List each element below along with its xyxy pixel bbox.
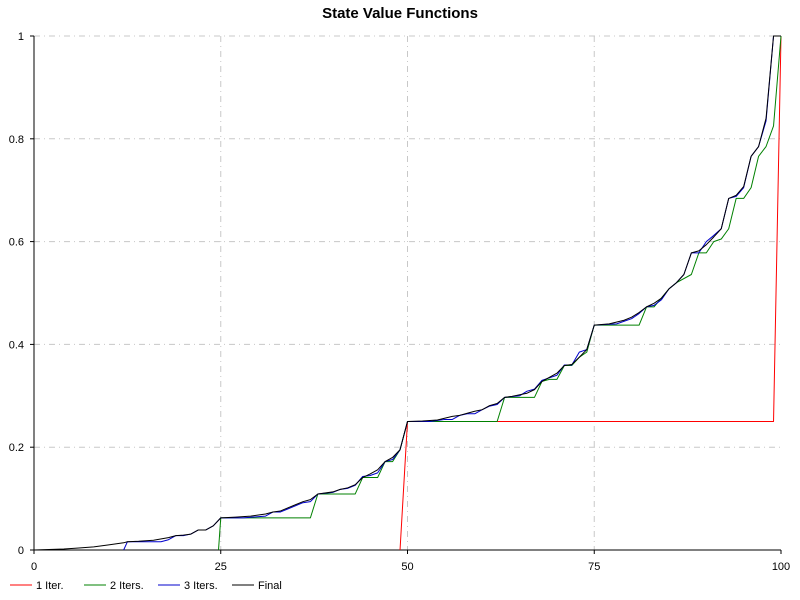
series-line-2-iters: [218, 35, 782, 551]
legend: 1 Iter. 2 Iters. 3 Iters. Final: [10, 580, 282, 592]
y-tick-label: 0.2: [9, 442, 24, 454]
y-tick-label: 0: [18, 545, 24, 557]
legend-label: 2 Iters.: [110, 580, 144, 592]
x-tick-label: 25: [215, 561, 227, 573]
legend-label: Final: [258, 580, 282, 592]
x-tick-label: 100: [772, 561, 790, 573]
chart-title: State Value Functions: [322, 5, 478, 22]
y-tick-label: 0.8: [9, 134, 24, 146]
tick-labels: 0 25 50 75 100 0 0.2 0.4 0.6 0.8 1: [9, 31, 790, 573]
x-tick-label: 75: [588, 561, 600, 573]
legend-label: 3 Iters.: [184, 580, 218, 592]
y-tick-label: 0.6: [9, 237, 24, 249]
x-tick-label: 50: [401, 561, 413, 573]
y-tick-label: 0.4: [9, 339, 24, 351]
legend-label: 1 Iter.: [36, 580, 64, 592]
series-line-1-iter: [399, 35, 782, 551]
series-line-final: [33, 35, 781, 551]
plot-area: [33, 35, 782, 551]
series-line-3-iters: [123, 35, 781, 551]
x-tick-label: 0: [31, 561, 37, 573]
grid: [34, 35, 781, 550]
y-tick-label: 1: [18, 31, 24, 43]
axes: [30, 35, 782, 554]
